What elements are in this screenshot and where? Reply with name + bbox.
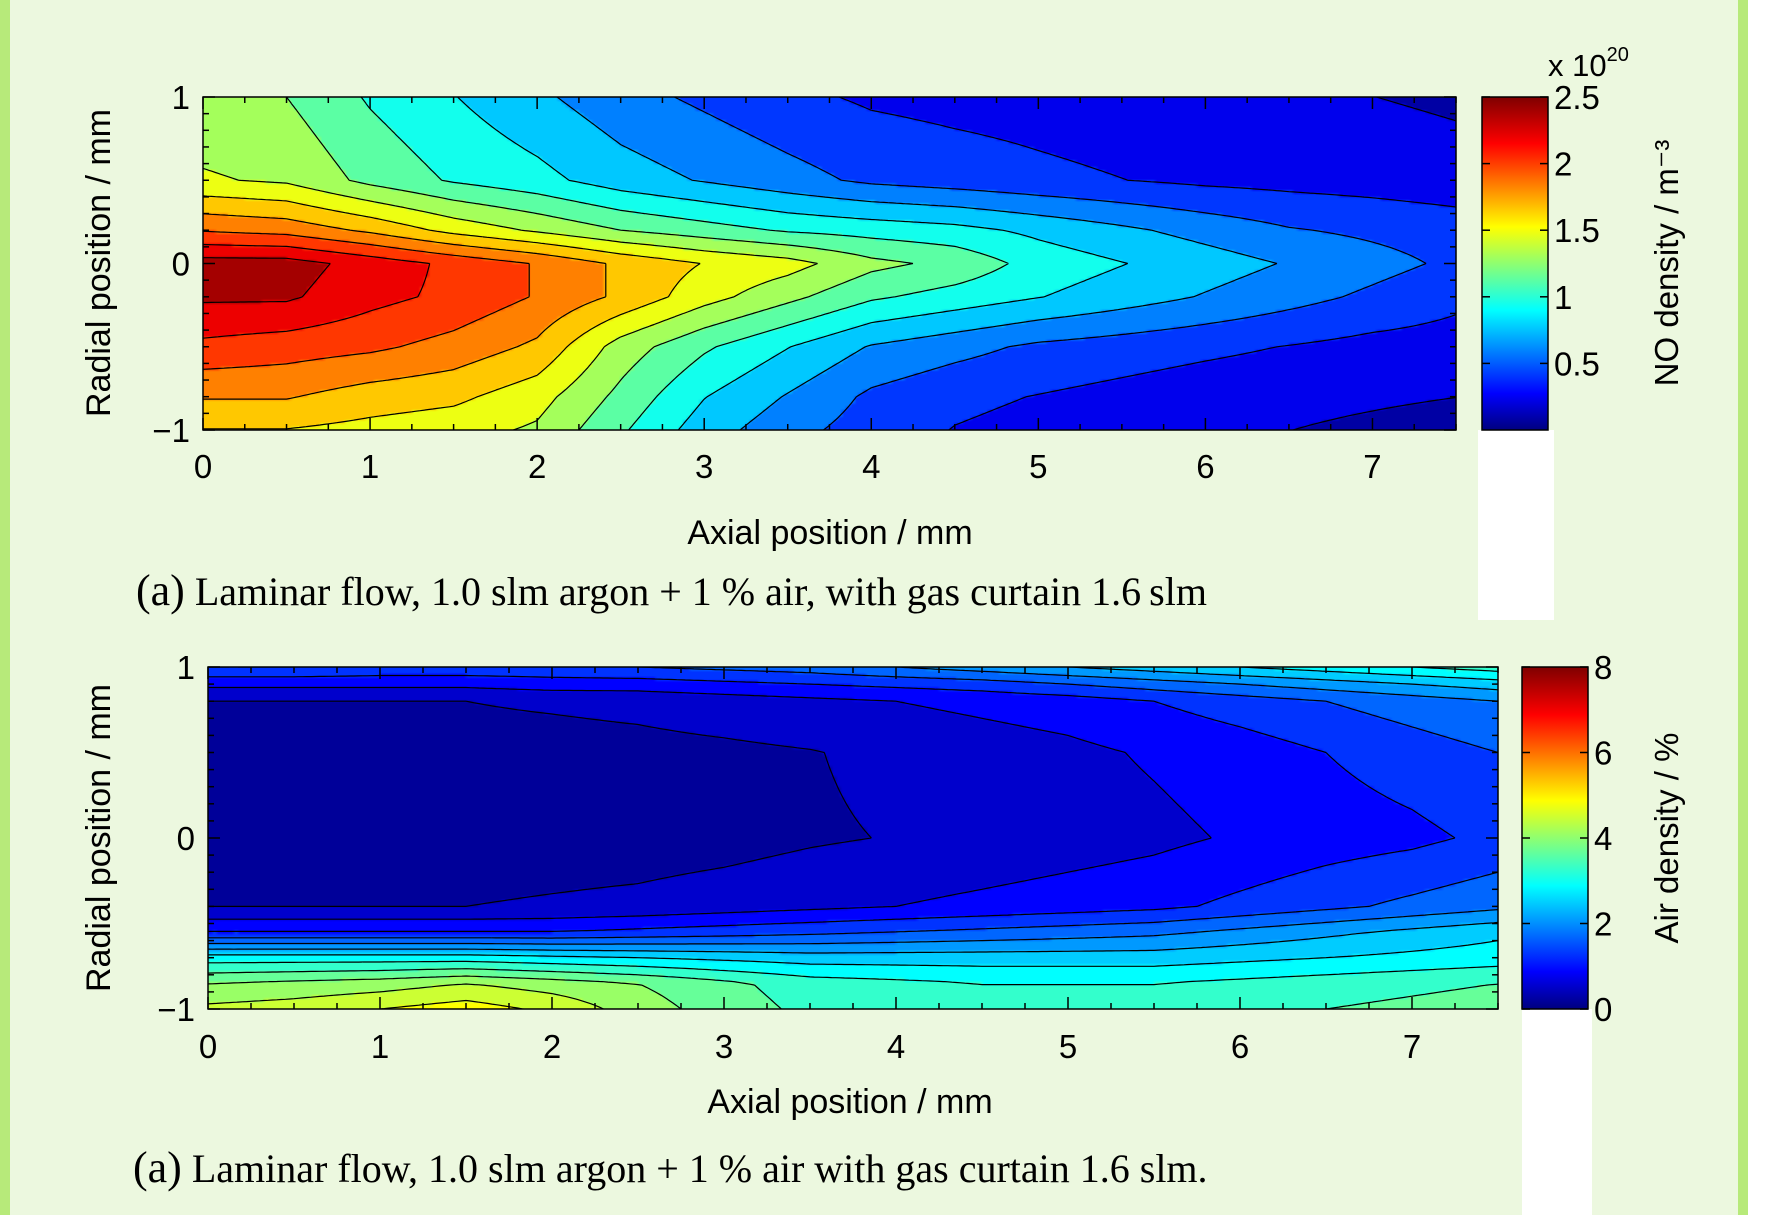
colorbar-ticks: 8 6 4 2 0	[1522, 649, 1612, 1028]
y-tick-label: 0	[172, 246, 190, 283]
colorbar-gradient	[1521, 666, 1589, 1010]
colorbar-tick-label: 0	[1594, 991, 1612, 1028]
colorbar-ticks: 2.5 2 1.5 1 0.5	[1482, 79, 1600, 382]
colorbar-tick-label: 8	[1594, 649, 1612, 686]
colorbar-tick-label: 2	[1554, 146, 1572, 183]
x-tick-label: 0	[194, 448, 212, 485]
x-tick-label: 6	[1196, 448, 1214, 485]
colorbar-tick-label: 1	[1554, 279, 1572, 316]
y-axis: 1 0 −1	[157, 649, 1498, 1028]
plot-area	[202, 96, 1457, 431]
y-axis-label: Radial position / mm	[80, 684, 118, 992]
y-tick-label: 0	[177, 820, 195, 857]
caption-number: (a)	[136, 566, 185, 615]
x-tick-label: 2	[543, 1028, 561, 1065]
contour-line	[203, 195, 701, 430]
y-axis: 1 0 −1	[152, 79, 1456, 449]
colorbar-label: Air density / %	[1648, 733, 1685, 944]
x-tick-label: 1	[361, 448, 379, 485]
x-tick-label: 5	[1029, 448, 1047, 485]
contour-line	[286, 97, 914, 430]
y-tick-label: 1	[172, 79, 190, 116]
contour-line	[203, 257, 331, 304]
x-tick-label: 3	[695, 448, 713, 485]
caption-text: Laminar flow, 1.0 slm argon + 1 % air, w…	[195, 569, 1207, 614]
caption: (a) Laminar flow, 1.0 slm argon + 1 % air…	[133, 1143, 1208, 1192]
contour-line	[203, 243, 431, 339]
x-tick-label: 2	[528, 448, 546, 485]
caption-number: (a)	[133, 1143, 182, 1192]
colorbar-tick-label: 2.5	[1554, 79, 1600, 116]
x-tick-label: 7	[1363, 448, 1381, 485]
contour-line	[208, 686, 1212, 920]
contour-line	[379, 999, 524, 1009]
contour-line	[203, 167, 818, 430]
y-axis-label: Radial position / mm	[80, 109, 118, 417]
x-tick-label: 6	[1231, 1028, 1249, 1065]
colorbar-label: NO density / m⁻³	[1648, 140, 1685, 387]
x-tick-label: 1	[371, 1028, 389, 1065]
y-tick-label: −1	[157, 991, 195, 1028]
contour-lines	[208, 667, 1498, 1009]
x-tick-label: 0	[199, 1028, 217, 1065]
colorbar-tick-label: 1.5	[1554, 212, 1600, 249]
x-tick-label: 5	[1059, 1028, 1077, 1065]
caption-text: Laminar flow, 1.0 slm argon + 1 % air wi…	[192, 1146, 1208, 1191]
contour-lines	[203, 97, 1456, 430]
whiteout-strip	[1522, 1009, 1592, 1215]
x-axis: 0 1 2 3 4 5 6 7	[194, 97, 1457, 485]
contour-line	[208, 667, 1498, 939]
x-tick-label: 4	[887, 1028, 905, 1065]
contour-line	[208, 667, 1498, 945]
colorbar-tick-label: 4	[1594, 820, 1612, 857]
colorbar-exponent: 20	[1607, 44, 1629, 66]
whiteout-strip	[1478, 430, 1554, 620]
contour-line	[208, 975, 682, 1009]
heatmap-image	[203, 97, 1456, 430]
contour-line	[208, 674, 1456, 932]
x-tick-label: 7	[1403, 1028, 1421, 1065]
contour-line	[208, 968, 1498, 1009]
caption: (a) Laminar flow, 1.0 slm argon + 1 % air…	[136, 566, 1207, 615]
y-tick-label: −1	[152, 412, 190, 449]
plot-area	[207, 666, 1499, 1010]
y-tick-label: 1	[177, 649, 195, 686]
colorbar-tick-label: 0.5	[1554, 345, 1600, 382]
x-axis-label: Axial position / mm	[707, 1083, 992, 1121]
x-tick-label: 3	[715, 1028, 733, 1065]
colorbar-multiplier: x 1020	[1548, 44, 1629, 83]
contour-line	[208, 667, 1498, 986]
x-tick-label: 4	[862, 448, 880, 485]
colorbar-gradient	[1481, 96, 1549, 431]
colorbar: 8 6 4 2 0 Air density / %	[1521, 649, 1685, 1028]
contour-line	[208, 700, 872, 907]
x-axis: 0 1 2 3 4 5 6 7	[199, 667, 1499, 1065]
contour-line	[208, 983, 604, 1009]
colorbar: 2.5 2 1.5 1 0.5 x 1020 NO density / m⁻³	[1481, 44, 1685, 431]
colorbar-tick-label: 2	[1594, 906, 1612, 943]
contour-line	[203, 230, 530, 370]
x-axis-label: Axial position / mm	[687, 514, 972, 552]
heatmap-image	[208, 667, 1498, 1009]
colorbar-tick-label: 6	[1594, 735, 1612, 772]
